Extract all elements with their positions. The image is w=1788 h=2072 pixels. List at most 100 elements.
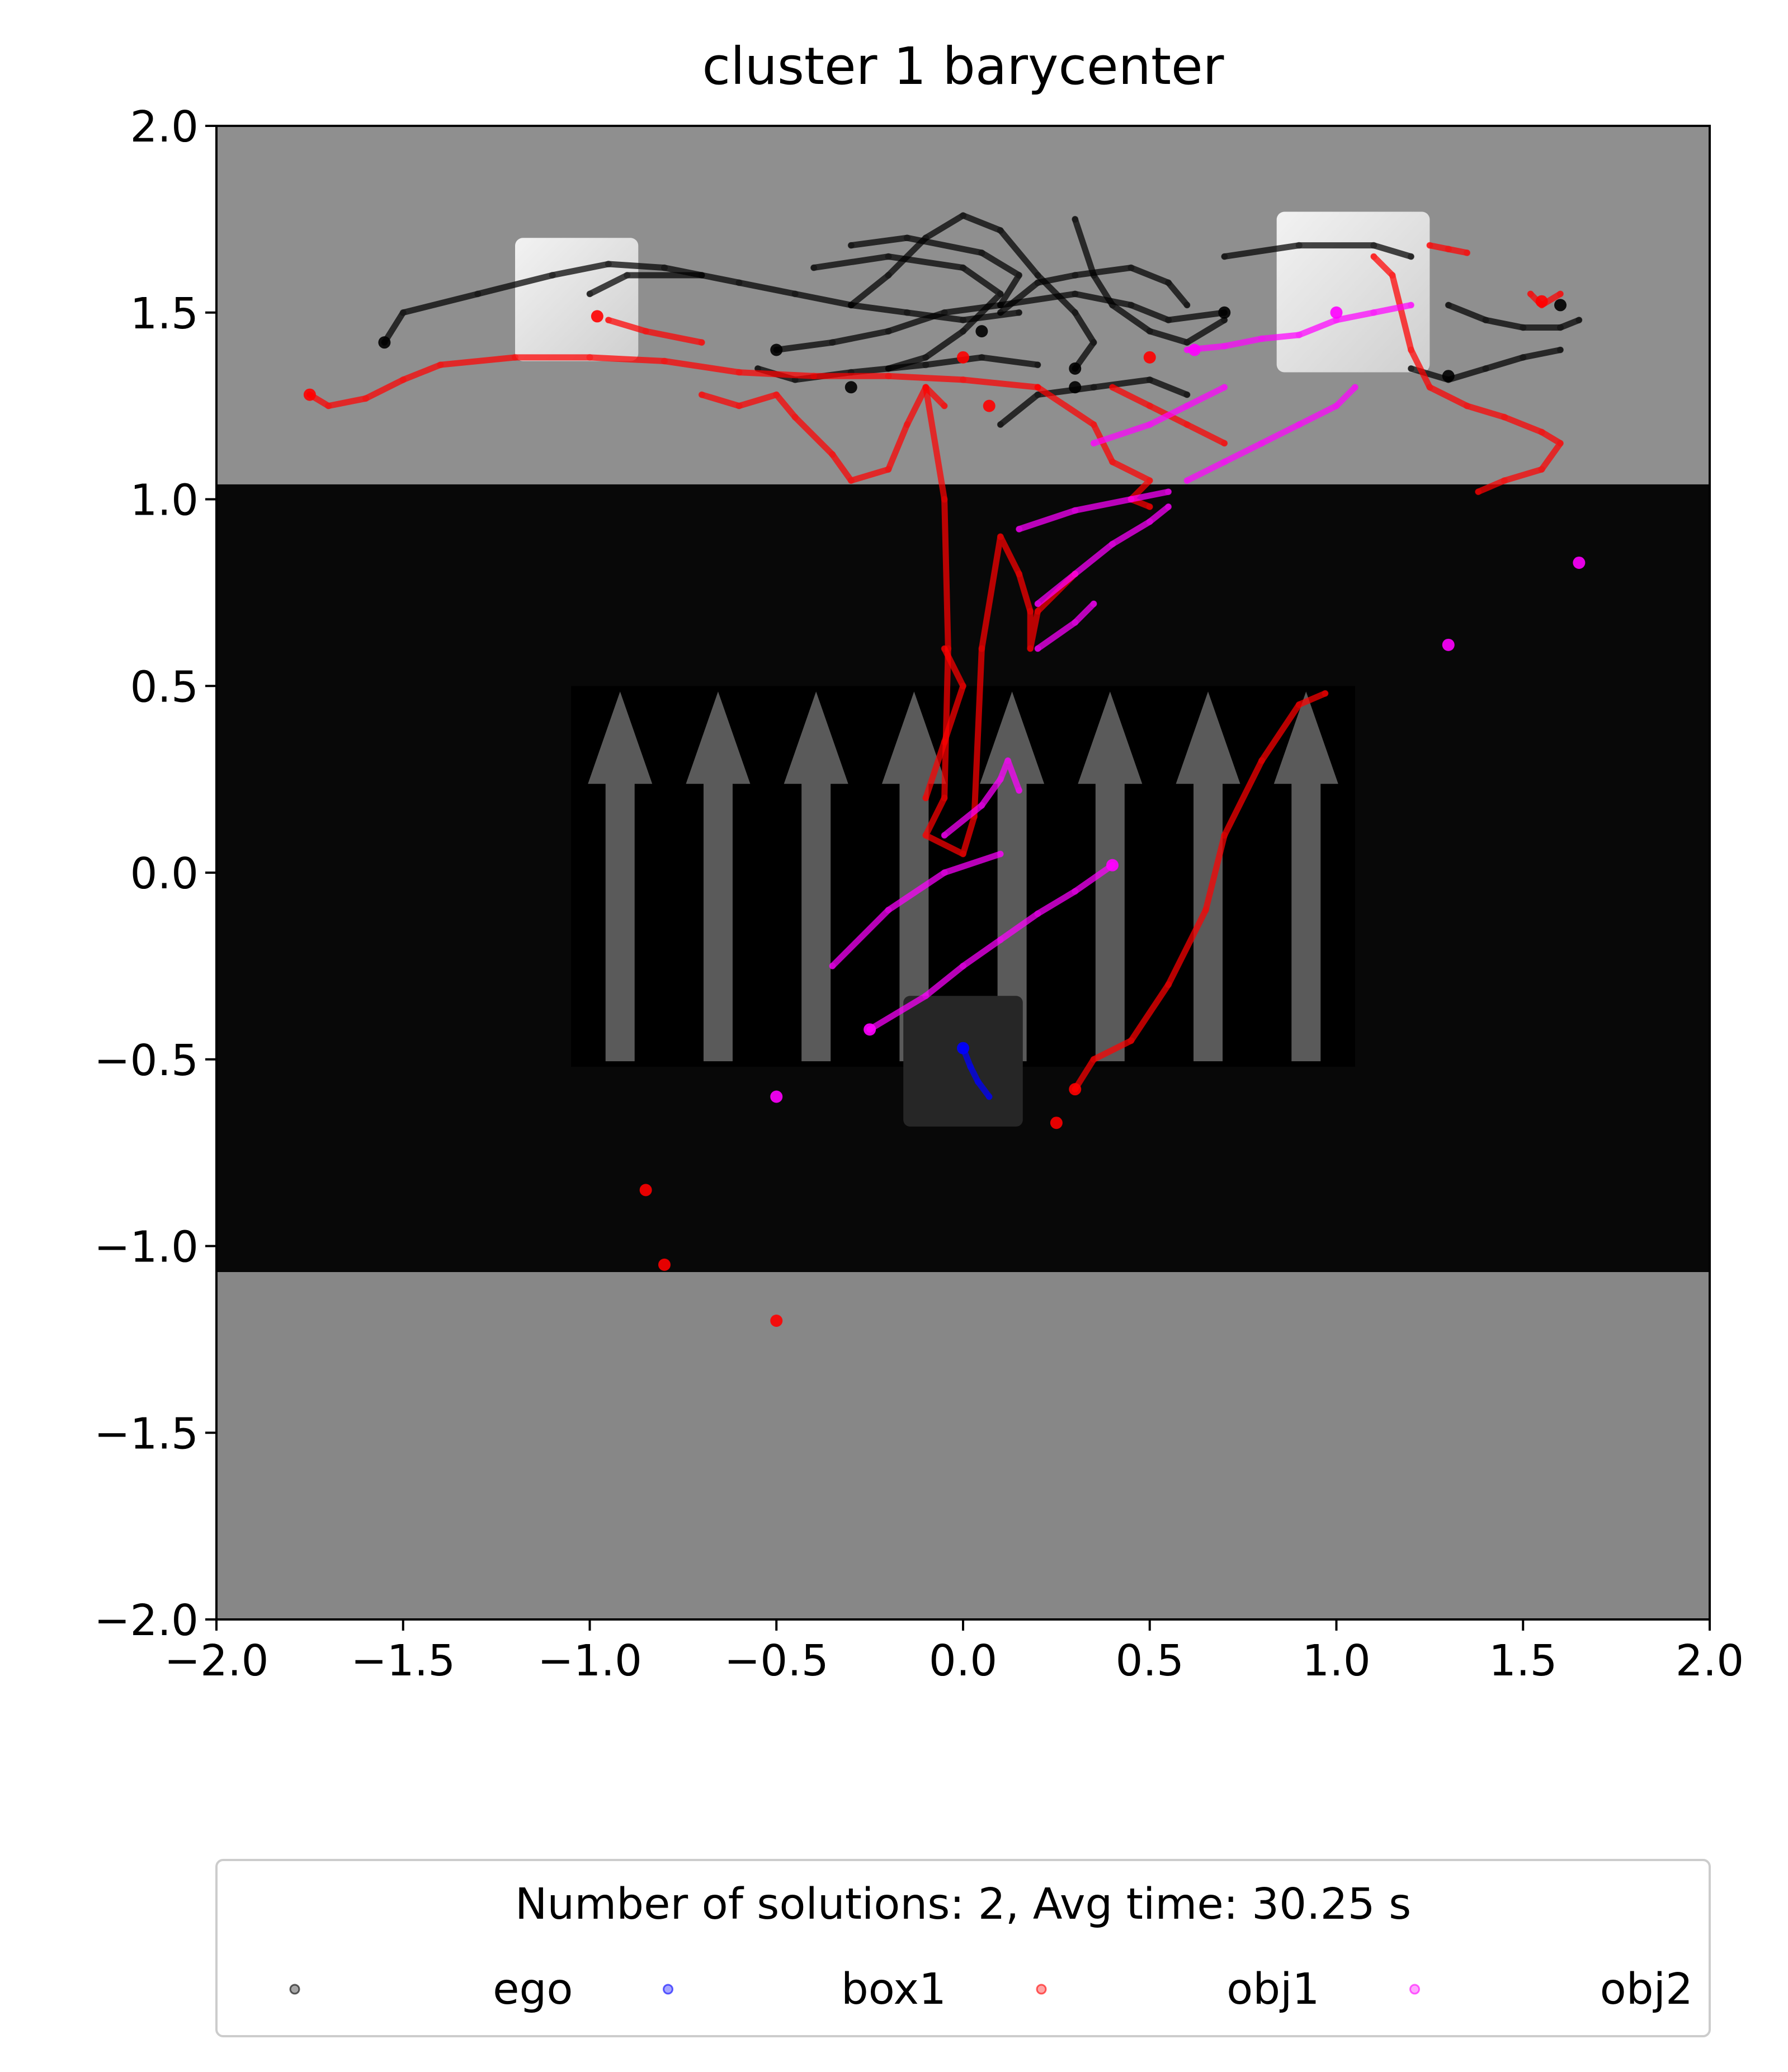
obj2-sample-point bbox=[1221, 458, 1228, 465]
obj2-sample-point bbox=[1004, 757, 1012, 764]
obj2-sample-point bbox=[997, 936, 1004, 944]
ego-point bbox=[845, 381, 857, 394]
legend-marker-obj2 bbox=[1409, 1984, 1420, 1995]
obj1-sample-point bbox=[903, 421, 910, 428]
y-tick-label: 2.0 bbox=[130, 102, 199, 152]
ego-sample-point bbox=[1016, 272, 1023, 279]
y-tick-label: −1.5 bbox=[94, 1409, 199, 1459]
obj2-sample-point bbox=[1109, 540, 1116, 548]
obj1-sample-point bbox=[941, 645, 948, 652]
obj1-sample-point bbox=[885, 373, 892, 380]
ego-sample-point bbox=[997, 309, 1004, 316]
obj2-point bbox=[1330, 306, 1343, 319]
obj1-sample-point bbox=[1295, 701, 1303, 708]
obj2-trajectory bbox=[829, 851, 1004, 969]
ego-sample-point bbox=[1557, 346, 1564, 354]
obj2-sample-point bbox=[1351, 384, 1358, 391]
obj1-point bbox=[591, 310, 603, 323]
obj1-trajectory bbox=[922, 646, 966, 801]
ego-point bbox=[975, 325, 988, 338]
x-tick-label: −2.0 bbox=[164, 1636, 269, 1686]
ego-sample-point bbox=[847, 302, 855, 309]
obj2-trajectory bbox=[866, 862, 1116, 1033]
obj1-sample-point bbox=[1464, 249, 1471, 256]
obj1-trajectory bbox=[1426, 242, 1470, 256]
box1-sample-point bbox=[967, 1063, 974, 1071]
obj1-point bbox=[1069, 1083, 1082, 1096]
obj1-sample-point bbox=[1146, 402, 1153, 409]
obj1-point bbox=[1535, 295, 1548, 308]
obj1-sample-point bbox=[1090, 421, 1097, 428]
legend-marker-ego bbox=[289, 1984, 300, 1995]
obj1-sample-point bbox=[1501, 477, 1508, 484]
ego-sample-point bbox=[1295, 242, 1303, 249]
obj1-sample-point bbox=[1322, 690, 1329, 697]
obj2-point bbox=[1442, 638, 1455, 651]
obj1-sample-point bbox=[1426, 384, 1433, 391]
obj1-trajectory bbox=[605, 317, 705, 346]
series-layer bbox=[303, 212, 1586, 1327]
ego-sample-point bbox=[1183, 302, 1191, 309]
box1-sample-point bbox=[985, 1093, 993, 1100]
ego-sample-point bbox=[586, 290, 593, 298]
obj1-sample-point bbox=[735, 369, 743, 376]
ego-sample-point bbox=[1183, 391, 1191, 398]
dark-box bbox=[903, 996, 1023, 1127]
ego-sample-point bbox=[960, 328, 966, 335]
obj2-sample-point bbox=[978, 802, 985, 809]
obj1-sample-point bbox=[1538, 466, 1545, 473]
ego-sample-point bbox=[1127, 264, 1135, 271]
ego-point bbox=[770, 343, 783, 356]
obj2-sample-point bbox=[997, 776, 1004, 783]
ego-trajectory bbox=[1221, 242, 1414, 260]
ego-sample-point bbox=[1072, 272, 1079, 279]
obj2-sample-point bbox=[1072, 888, 1079, 895]
obj1-sample-point bbox=[885, 466, 892, 473]
ego-sample-point bbox=[997, 290, 1004, 298]
obj2-sample-point bbox=[1333, 402, 1340, 409]
ego-sample-point bbox=[399, 309, 407, 316]
background-image bbox=[216, 126, 1710, 1619]
legend: Number of solutions: 2, Avg time: 30.25 … bbox=[215, 1859, 1711, 2037]
obj1-sample-point bbox=[1202, 906, 1209, 913]
obj1-sample-point bbox=[1501, 413, 1508, 421]
legend-entries: ego box1 obj1 obj2 bbox=[289, 1965, 1693, 2014]
obj1-sample-point bbox=[1090, 1056, 1097, 1063]
ego-trajectory bbox=[1408, 347, 1564, 383]
obj1-sample-point bbox=[997, 533, 1004, 540]
ego-sample-point bbox=[941, 309, 948, 316]
ego-trajectory bbox=[810, 253, 1004, 372]
ego-trajectory bbox=[848, 212, 1097, 372]
obj1-sample-point bbox=[941, 794, 948, 802]
ego-sample-point bbox=[1520, 354, 1527, 361]
obj1-point bbox=[639, 1184, 652, 1197]
obj1-sample-point bbox=[1109, 458, 1116, 465]
obj1-sample-point bbox=[698, 391, 705, 398]
legend-frame bbox=[215, 1859, 1711, 2037]
floor-arrow bbox=[784, 691, 848, 1062]
ego-sample-point bbox=[1072, 215, 1079, 223]
obj2-sample-point bbox=[1165, 488, 1172, 496]
obj1-sample-point bbox=[960, 850, 966, 858]
obj2-sample-point bbox=[1090, 440, 1097, 447]
series-ego bbox=[378, 212, 1583, 428]
obj1-sample-point bbox=[1464, 402, 1471, 409]
ego-sample-point bbox=[1408, 365, 1414, 372]
ego-sample-point bbox=[1090, 339, 1097, 346]
obj2-point bbox=[1188, 343, 1201, 356]
ego-sample-point bbox=[1146, 376, 1153, 383]
obj1-sample-point bbox=[586, 354, 593, 361]
ego-sample-point bbox=[1109, 302, 1116, 309]
ego-trajectory bbox=[1072, 216, 1228, 346]
obj1-sample-point bbox=[941, 738, 948, 746]
obj1-sample-point bbox=[1370, 253, 1377, 260]
ego-sample-point bbox=[1146, 328, 1153, 335]
ego-sample-point bbox=[1034, 391, 1041, 398]
x-tick-label: −1.0 bbox=[537, 1636, 642, 1686]
ego-sample-point bbox=[978, 354, 985, 361]
ego-sample-point bbox=[1090, 384, 1097, 391]
ego-trajectory bbox=[997, 376, 1190, 428]
x-tick-label: 0.0 bbox=[929, 1636, 997, 1686]
obj1-sample-point bbox=[922, 384, 930, 391]
